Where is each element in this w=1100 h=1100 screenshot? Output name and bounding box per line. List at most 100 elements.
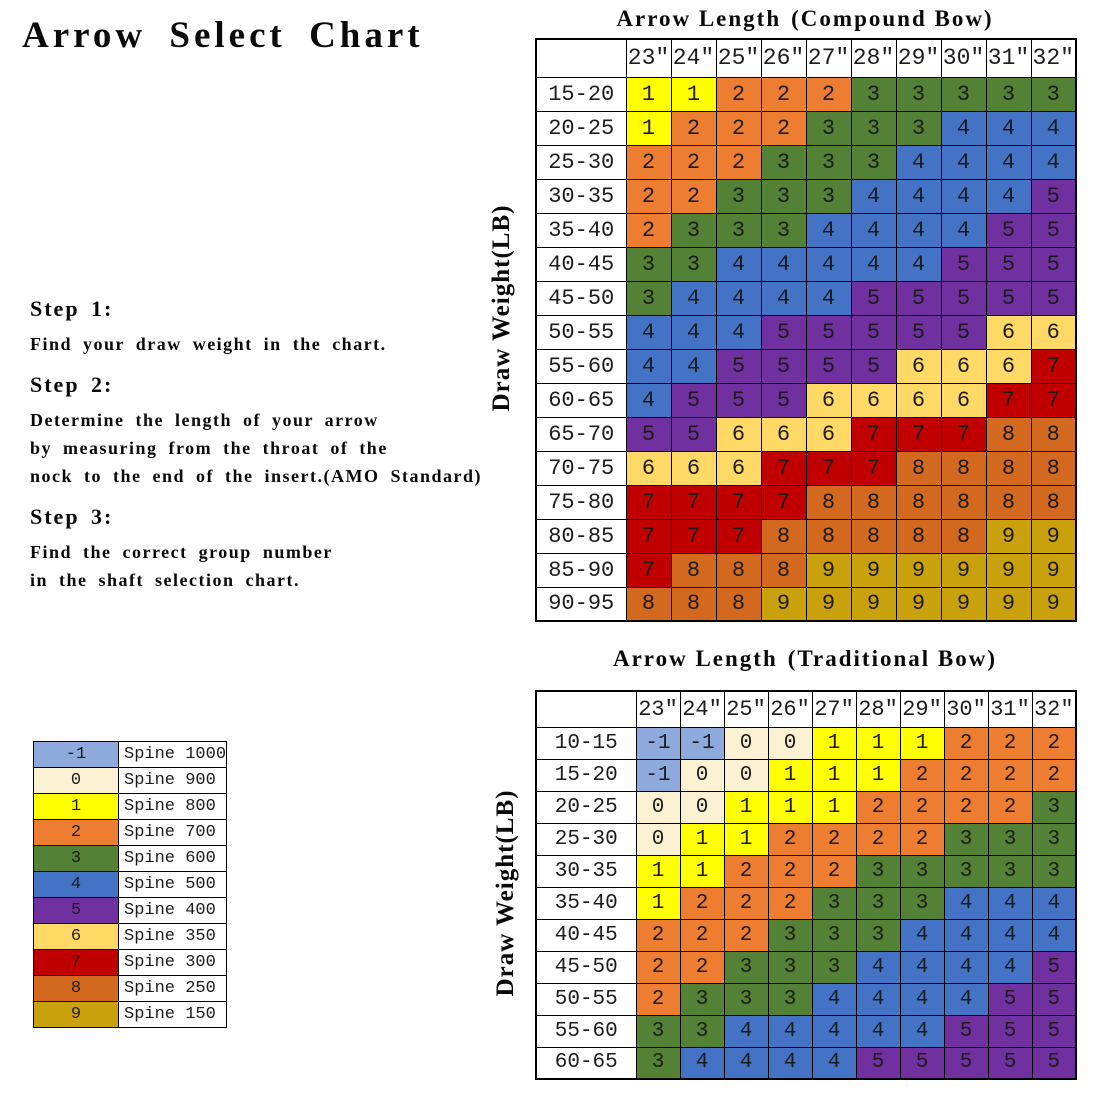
table-row: 60-65 4 5 5 5 6 6 6 6 7 7 (535, 382, 1077, 418)
row-header: 80-85 (535, 518, 627, 554)
legend-label: Spine 400 (117, 897, 228, 924)
legend-label: Spine 900 (117, 767, 228, 794)
group-cell: 5 (805, 348, 852, 384)
row-header: 65-70 (535, 416, 627, 452)
group-cell: 7 (850, 416, 897, 452)
column-header: 25″ (723, 690, 769, 728)
group-cell: 8 (805, 484, 852, 520)
group-cell: 8 (1030, 450, 1077, 486)
group-cell: 4 (940, 178, 987, 214)
group-cell: 3 (767, 918, 813, 952)
group-cell: 8 (985, 484, 1032, 520)
page-title: Arrow Select Chart (22, 15, 424, 56)
compound-chart-title-main: Arrow Length (616, 6, 782, 31)
group-cell: 4 (855, 1014, 901, 1048)
step-2-text-line-1: Determine the length of your arrow (30, 410, 379, 430)
group-cell: 3 (811, 886, 857, 920)
table-row: 10-15 -1 -1 0 0 1 1 1 2 2 2 (535, 726, 1077, 760)
column-header: 29″ (899, 690, 945, 728)
group-cell: 6 (850, 382, 897, 418)
group-cell: 2 (1031, 758, 1077, 792)
group-cell: 2 (987, 726, 1033, 760)
group-cell: 7 (760, 450, 807, 486)
legend-swatch: -1 (33, 741, 119, 768)
step-1-label: Step 1: (30, 296, 114, 321)
group-cell: 5 (625, 416, 672, 452)
group-cell: 3 (943, 854, 989, 888)
group-cell: 2 (723, 854, 769, 888)
legend-swatch: 5 (33, 897, 119, 924)
group-cell: 4 (985, 110, 1032, 146)
group-cell: 5 (760, 382, 807, 418)
legend-row: 0 Spine 900 (33, 767, 228, 794)
legend-label: Spine 150 (117, 1001, 228, 1028)
group-cell: 4 (899, 1014, 945, 1048)
group-cell: 3 (625, 246, 672, 282)
group-cell: 9 (1030, 552, 1077, 588)
group-cell: 9 (1030, 586, 1077, 622)
group-cell: 2 (899, 790, 945, 824)
table-row: 15-20 -1 0 0 1 1 1 2 2 2 2 (535, 758, 1077, 792)
group-cell: 4 (715, 280, 762, 316)
legend-row: 6 Spine 350 (33, 923, 228, 950)
table-row: 25-30 2 2 2 3 3 3 4 4 4 4 (535, 144, 1077, 180)
column-header: 23″ (635, 690, 681, 728)
legend-swatch: 4 (33, 871, 119, 898)
table-row: 85-90 7 8 8 8 9 9 9 9 9 9 (535, 552, 1077, 588)
legend-row: 9 Spine 150 (33, 1001, 228, 1028)
group-cell: 6 (625, 450, 672, 486)
group-cell: 3 (895, 110, 942, 146)
legend-label: Spine 250 (117, 975, 228, 1002)
group-cell: 2 (805, 76, 852, 112)
group-cell: 3 (625, 280, 672, 316)
group-cell: 4 (987, 886, 1033, 920)
group-cell: 9 (985, 552, 1032, 588)
group-cell: 7 (1030, 382, 1077, 418)
legend-row: 8 Spine 250 (33, 975, 228, 1002)
group-cell: 5 (940, 314, 987, 350)
group-cell: 5 (943, 1046, 989, 1080)
step-1-text: Find your draw weight in the chart. (30, 334, 387, 354)
row-header: 70-75 (535, 450, 627, 486)
group-cell: 5 (940, 246, 987, 282)
group-cell: 2 (987, 790, 1033, 824)
group-cell: 4 (855, 950, 901, 984)
group-cell: 0 (679, 790, 725, 824)
group-cell: 5 (987, 1014, 1033, 1048)
group-cell: 1 (723, 790, 769, 824)
group-cell: 5 (985, 246, 1032, 282)
group-cell: 3 (1031, 854, 1077, 888)
column-header: 27″ (811, 690, 857, 728)
group-cell: 5 (985, 212, 1032, 248)
legend-swatch: 2 (33, 819, 119, 846)
group-cell: 1 (635, 854, 681, 888)
group-cell: 8 (895, 484, 942, 520)
column-header: 31″ (985, 38, 1032, 78)
group-cell: 3 (850, 110, 897, 146)
group-cell: 9 (895, 586, 942, 622)
group-cell: 5 (1030, 178, 1077, 214)
row-header: 45-50 (535, 950, 637, 984)
group-cell: 4 (760, 280, 807, 316)
group-cell: 8 (850, 484, 897, 520)
legend-label: Spine 800 (117, 793, 228, 820)
group-cell: 7 (625, 484, 672, 520)
table-row: 50-55 2 3 3 3 4 4 4 4 5 5 (535, 982, 1077, 1016)
group-cell: 6 (895, 382, 942, 418)
group-cell: 2 (723, 918, 769, 952)
row-header: 30-35 (535, 854, 637, 888)
group-cell: 3 (723, 950, 769, 984)
row-header: 30-35 (535, 178, 627, 214)
group-cell: 3 (679, 1014, 725, 1048)
step-3-label: Step 3: (30, 504, 114, 529)
group-cell: 3 (811, 918, 857, 952)
row-header: 10-15 (535, 726, 637, 760)
legend-swatch: 9 (33, 1001, 119, 1028)
table-row: 35-40 1 2 2 2 3 3 3 4 4 4 (535, 886, 1077, 920)
group-cell: 8 (940, 484, 987, 520)
row-header: 55-60 (535, 348, 627, 384)
group-cell: 5 (987, 982, 1033, 1016)
group-cell: 9 (985, 586, 1032, 622)
legend-label: Spine 700 (117, 819, 228, 846)
group-cell: 4 (943, 982, 989, 1016)
